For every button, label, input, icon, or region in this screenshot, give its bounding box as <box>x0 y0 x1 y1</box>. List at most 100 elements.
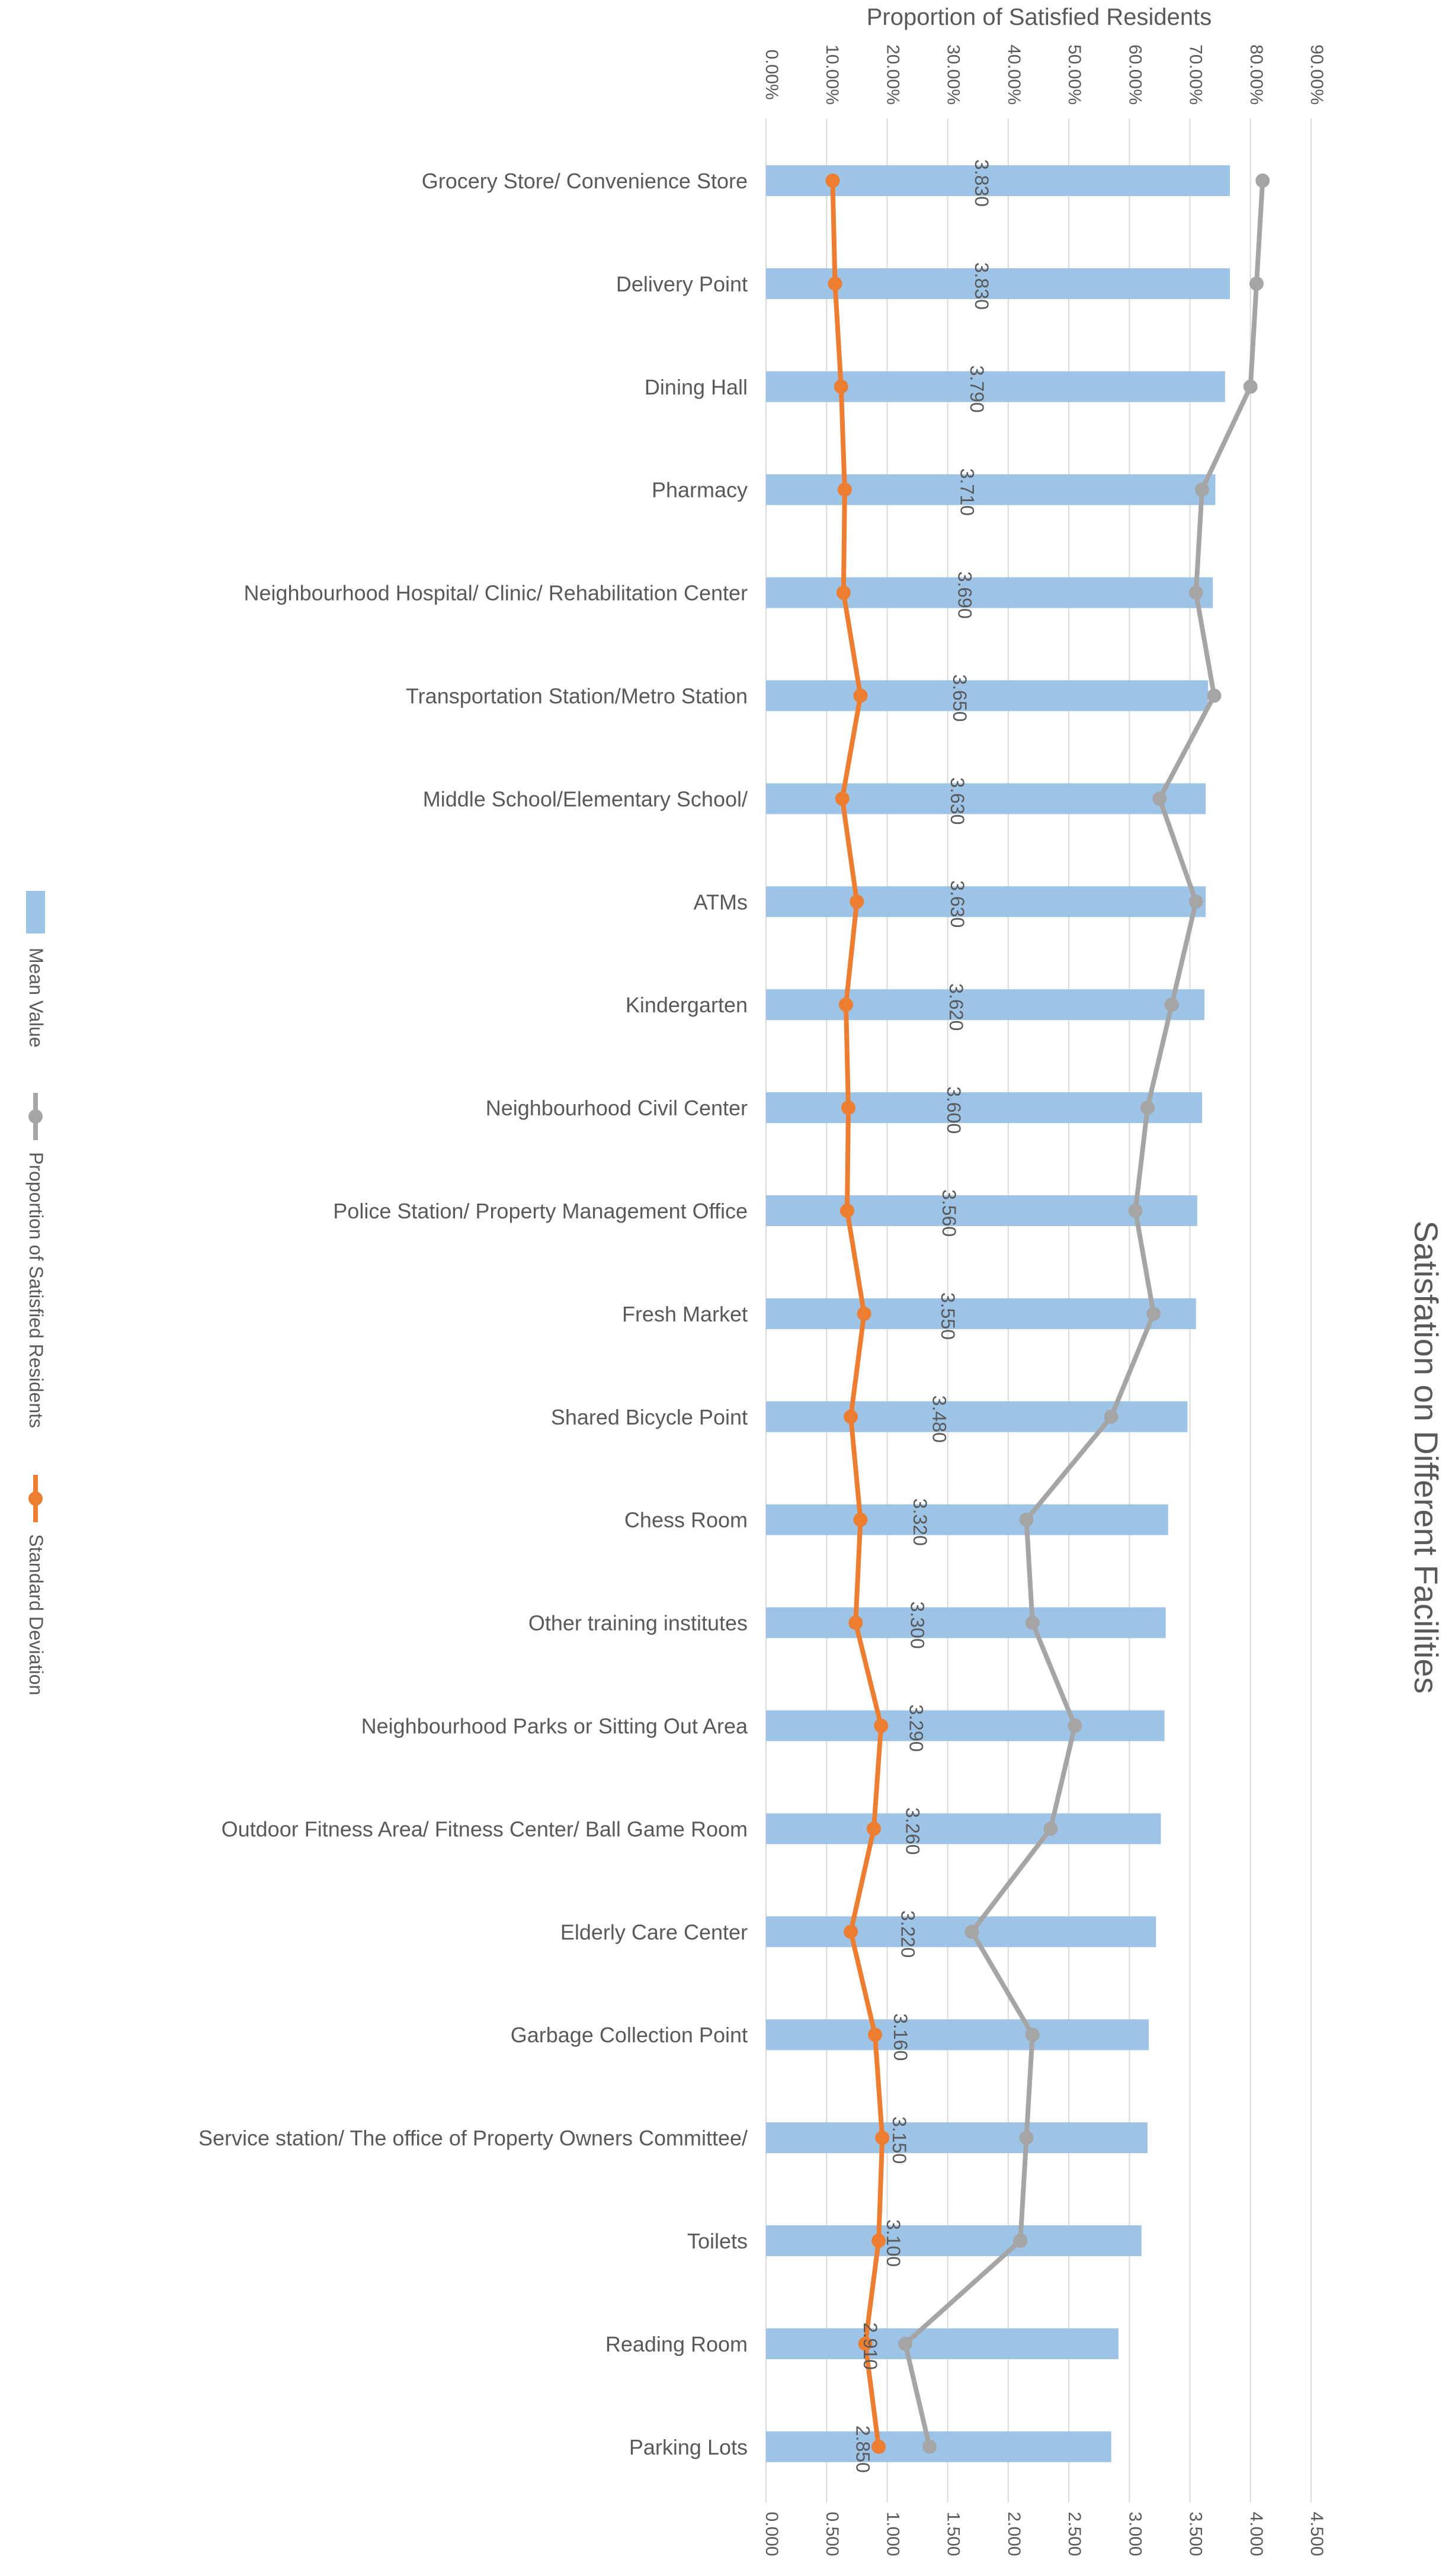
bar <box>766 989 1205 1021</box>
data-point <box>1255 174 1270 188</box>
value-tick-label: 4.500 <box>1307 2511 1326 2556</box>
category-label: Neighbourhood Hospital/ Clinic/ Rehabili… <box>244 581 748 605</box>
category-label: Service station/ The office of Property … <box>198 2126 748 2150</box>
category-label: Chess Room <box>624 1508 748 1532</box>
data-point <box>875 2131 890 2145</box>
data-point <box>866 1821 881 1836</box>
bar <box>766 1298 1196 1329</box>
data-point <box>844 1924 858 1939</box>
proportion-tick-label: 0.00% <box>762 49 781 100</box>
bar-data-label: 3.220 <box>897 1910 918 1958</box>
proportion-axis-title: Proportion of Satisfied Residents <box>867 4 1212 30</box>
data-point <box>838 997 853 1012</box>
data-point <box>835 791 850 806</box>
data-point <box>1249 276 1264 291</box>
data-point <box>848 1615 863 1630</box>
value-axis: 0.000 0.500 1.000 1.500 2.000 2.500 3.000 3.500… <box>762 2511 1326 2556</box>
proportion-tick-label: 90.00% <box>1307 44 1326 105</box>
bar-data-label: 3.150 <box>889 2116 910 2164</box>
bar-data-label: 3.630 <box>947 777 968 825</box>
bar <box>766 1401 1188 1432</box>
value-tick-label: 3.500 <box>1186 2511 1206 2556</box>
bar-data-label: 3.710 <box>956 469 978 516</box>
bar-data-label: 3.830 <box>971 262 992 310</box>
data-point <box>1104 1409 1119 1424</box>
proportion-tick-label: 10.00% <box>822 44 842 105</box>
bar-data-label: 3.790 <box>966 365 988 413</box>
data-point <box>844 1409 858 1424</box>
data-point <box>1043 1821 1058 1836</box>
data-point <box>1188 894 1203 909</box>
category-label: Elderly Care Center <box>560 1920 748 1944</box>
category-label: Middle School/Elementary School/ <box>423 787 748 811</box>
data-point <box>964 1924 979 1939</box>
data-point <box>1128 1204 1143 1218</box>
data-point <box>868 2028 882 2042</box>
data-point <box>1188 585 1203 600</box>
bar <box>766 1710 1165 1741</box>
data-point <box>1146 1306 1161 1321</box>
category-label: Neighbourhood Parks or Sitting Out Area <box>361 1714 748 1738</box>
category-label: Toilets <box>687 2229 748 2253</box>
data-point <box>1152 791 1167 806</box>
bar <box>766 1607 1166 1638</box>
data-point <box>1140 1101 1155 1115</box>
data-point <box>1025 1615 1040 1630</box>
data-point <box>839 1204 854 1218</box>
data-point <box>828 276 842 291</box>
data-point <box>858 2336 873 2351</box>
category-label: ATMs <box>694 890 748 914</box>
category-label: Transportation Station/Metro Station <box>406 684 748 708</box>
value-tick-label: 3.000 <box>1125 2511 1145 2556</box>
bar-series <box>766 165 1230 2462</box>
data-point <box>874 1718 889 1733</box>
value-tick-label: 2.500 <box>1065 2511 1084 2556</box>
chart-title: Satisfation on Different Facilities <box>1408 1221 1445 1694</box>
line-series-standard-deviation <box>825 174 890 2454</box>
legend-label: Proportion of Satisfied Residents <box>25 1152 47 1428</box>
data-point <box>1164 997 1179 1012</box>
bar-data-label: 3.630 <box>947 880 968 928</box>
bar-data-label: 3.160 <box>890 2013 911 2061</box>
value-tick-label: 1.500 <box>944 2511 963 2556</box>
category-label: Dining Hall <box>645 375 748 399</box>
bar-data-label: 2.850 <box>853 2426 874 2473</box>
category-label: Fresh Market <box>622 1302 748 1326</box>
bar <box>766 2431 1111 2462</box>
data-point <box>1207 688 1222 703</box>
bar-data-label: 3.480 <box>928 1396 950 1443</box>
value-tick-label: 0.000 <box>762 2511 781 2556</box>
category-label: Garbage Collection Point <box>511 2023 748 2047</box>
bar-data-label: 3.830 <box>971 159 992 207</box>
data-point <box>834 379 848 394</box>
data-point <box>825 174 840 188</box>
proportion-tick-label: 20.00% <box>883 44 902 105</box>
category-label: Outdoor Fitness Area/ Fitness Center/ Ba… <box>222 1817 748 1841</box>
bar <box>766 680 1209 711</box>
legend-marker <box>28 1491 43 1506</box>
bar <box>766 268 1230 299</box>
bar <box>766 577 1213 608</box>
category-label: Other training institutes <box>528 1611 748 1635</box>
bar <box>766 2019 1149 2051</box>
bar <box>766 165 1230 196</box>
category-label: Grocery Store/ Convenience Store <box>422 169 748 193</box>
bar <box>766 2122 1148 2154</box>
legend-label: Standard Deviation <box>25 1534 47 1695</box>
line-series <box>825 174 1270 2454</box>
category-label: Shared Bicycle Point <box>551 1405 748 1429</box>
category-label: Pharmacy <box>652 478 748 502</box>
data-point <box>836 585 851 600</box>
proportion-tick-label: 60.00% <box>1125 44 1145 105</box>
data-point <box>898 2336 913 2351</box>
bar-data-label: 3.320 <box>909 1499 931 1546</box>
bar-data-label: 3.620 <box>946 983 967 1031</box>
data-point <box>1243 379 1258 394</box>
bar-data-label: 3.560 <box>938 1189 960 1237</box>
category-label: Neighbourhood Civil Center <box>486 1096 748 1120</box>
bar-data-label: 3.690 <box>954 572 975 619</box>
data-point <box>1195 482 1209 497</box>
bar <box>766 1092 1202 1124</box>
data-point <box>1019 1512 1034 1527</box>
